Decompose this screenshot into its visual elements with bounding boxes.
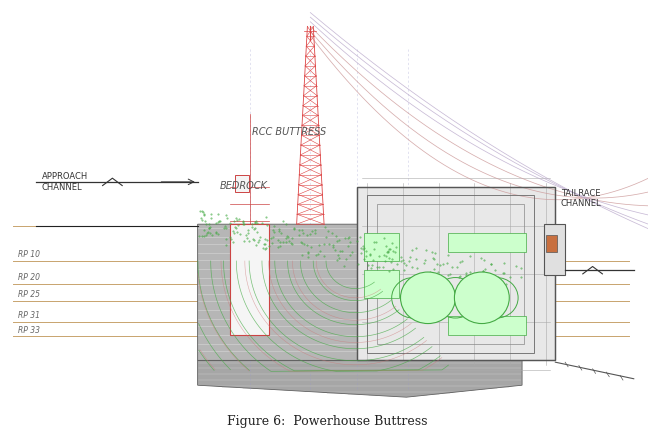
Polygon shape	[198, 225, 522, 360]
Text: TAILRACE
CHANNEL: TAILRACE CHANNEL	[561, 188, 601, 208]
Text: RCC BUTTRESS: RCC BUTTRESS	[252, 126, 326, 136]
Text: RP 20: RP 20	[18, 272, 41, 282]
Bar	[364, 234, 398, 261]
Bar	[544, 225, 565, 275]
Bar	[447, 234, 526, 252]
Text: Figure 6:  Powerhouse Buttress: Figure 6: Powerhouse Buttress	[227, 414, 428, 427]
Bar	[364, 271, 398, 298]
Text: BEDROCK: BEDROCK	[220, 181, 268, 191]
Bar	[546, 236, 557, 252]
Text: RP 33: RP 33	[18, 325, 41, 334]
Bar	[377, 205, 524, 344]
Text: RP 10: RP 10	[18, 250, 41, 259]
Text: RP 25: RP 25	[18, 289, 41, 298]
Polygon shape	[198, 360, 522, 397]
Bar	[358, 188, 555, 360]
Circle shape	[400, 272, 455, 324]
Circle shape	[455, 272, 510, 324]
Text: RP 31: RP 31	[18, 310, 41, 319]
Bar	[230, 225, 269, 335]
Bar	[235, 176, 249, 193]
Bar	[447, 317, 526, 335]
Text: APPROACH
CHANNEL: APPROACH CHANNEL	[42, 172, 88, 191]
Polygon shape	[358, 188, 555, 360]
Bar	[367, 195, 534, 353]
